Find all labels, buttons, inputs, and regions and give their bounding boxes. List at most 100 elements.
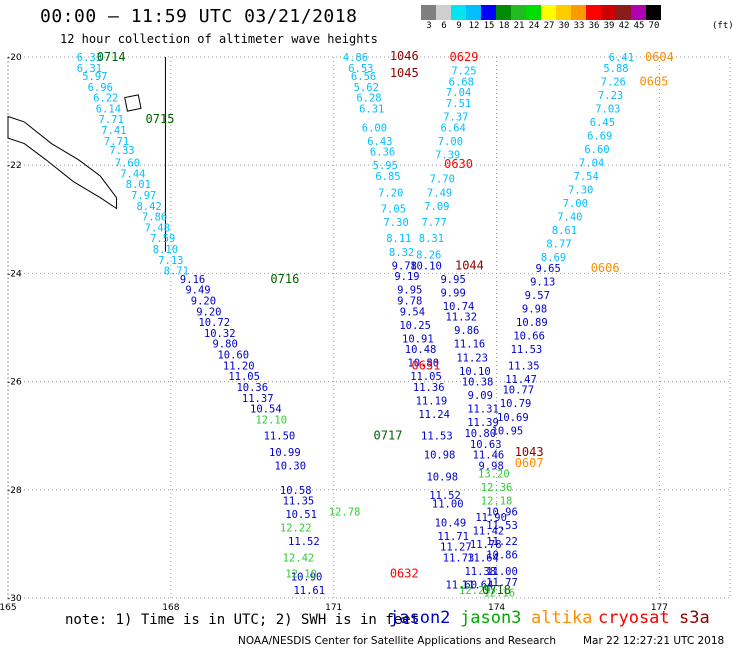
wave-height-value: 13.20 [478, 469, 510, 481]
wave-height-value: 10.51 [285, 509, 317, 521]
wave-height-value: 10.80 [464, 428, 496, 440]
wave-height-value: 11.52 [288, 536, 320, 548]
x-tick-label: 171 [325, 603, 342, 613]
wave-height-value: 9.16 [180, 274, 205, 286]
wave-height-value: 9.98 [478, 460, 503, 472]
wave-height-value: 9.13 [530, 277, 555, 289]
wave-height-value: 9.95 [397, 285, 422, 297]
colorbar-tick-label: 42 [618, 21, 630, 31]
wave-height-value: 6.85 [375, 171, 400, 183]
wave-height-value: 10.98 [424, 450, 456, 462]
pass-time-label: 1043 [515, 445, 544, 459]
wave-height-value: 9.86 [454, 325, 479, 337]
wave-height-value: 11.73 [443, 552, 475, 564]
colorbar-swatch [646, 5, 661, 20]
wave-height-value: 9.49 [185, 285, 210, 297]
wave-height-value: 6.96 [88, 82, 113, 94]
wave-height-value: 11.53 [421, 431, 453, 443]
colorbar-tick-label: 70 [648, 21, 660, 31]
pass-time-label: 0714 [97, 50, 126, 64]
wave-height-value: 6.69 [587, 130, 612, 142]
wave-height-value: 6.36 [370, 147, 395, 159]
wave-height-value: 9.57 [525, 290, 550, 302]
wave-height-value: 11.53 [486, 520, 518, 532]
wave-height-value: 11.16 [454, 339, 486, 351]
wave-height-value: 7.09 [424, 201, 449, 213]
wave-height-value: 11.78 [470, 539, 502, 551]
wave-height-value: 8.61 [552, 225, 577, 237]
wave-height-value: 9.20 [196, 306, 221, 318]
wave-height-value: 8.26 [416, 249, 441, 261]
wave-height-value: 6.56 [351, 71, 376, 83]
wave-height-value: 6.14 [96, 103, 121, 115]
wave-height-value: 11.39 [467, 417, 499, 429]
wave-height-value: 11.52 [429, 490, 461, 502]
wave-height-value: 9.99 [440, 287, 465, 299]
colorbar-tick-label: 24 [528, 21, 540, 31]
wave-height-value: 7.30 [383, 217, 408, 229]
colorbar-tick-label: 9 [456, 21, 462, 31]
wave-height-value: 11.24 [418, 409, 450, 421]
footer-note: note: 1) Time is in UTC; 2) SWH is in fe… [65, 612, 420, 628]
wave-height-value: 11.05 [228, 371, 260, 383]
legend-jason2: jason2 [389, 608, 451, 628]
wave-height-value: 9.54 [400, 306, 425, 318]
wave-height-value: 10.54 [250, 404, 282, 416]
credit-line: NOAA/NESDIS Center for Satellite Applica… [238, 635, 556, 647]
wave-height-value: 10.74 [443, 301, 475, 313]
wave-height-value: 7.37 [443, 112, 468, 124]
colorbar-tick-label: 36 [588, 21, 600, 31]
wave-height-value: 12.10 [255, 414, 287, 426]
wave-height-value: 11.36 [413, 382, 445, 394]
colorbar-swatch [526, 5, 541, 20]
wave-height-value: 11.42 [473, 525, 505, 537]
wave-height-value: 7.13 [158, 255, 183, 267]
pass-time-label: 0604 [645, 50, 674, 64]
wave-height-value: 10.58 [280, 485, 312, 497]
wave-height-value: 11.35 [283, 496, 315, 508]
wave-height-value: 7.54 [573, 171, 598, 183]
wave-height-value: 10.60 [217, 350, 249, 362]
wave-height-value: 12.18 [481, 496, 513, 508]
wave-height-value: 11.60 [445, 579, 477, 591]
wave-height-value: 7.40 [557, 212, 582, 224]
wave-height-value: 10.10 [410, 260, 442, 272]
wave-height-value: 11.64 [462, 579, 494, 591]
wave-height-value: 7.48 [145, 222, 170, 234]
pass-time-label: 1044 [455, 258, 484, 272]
pass-time-label: 1045 [390, 66, 419, 80]
wave-height-value: 10.63 [470, 439, 502, 451]
wave-height-value: 7.30 [568, 185, 593, 197]
wave-height-value: 7.70 [430, 174, 455, 186]
coastline-loyalty-islands [124, 94, 142, 112]
wave-height-value: 7.33 [109, 145, 134, 157]
wave-height-value: 7.71 [98, 114, 123, 126]
wave-height-value: 6.31 [77, 63, 102, 75]
wave-height-value: 7.44 [120, 168, 145, 180]
wave-height-value: 10.90 [291, 571, 323, 583]
wave-height-value: 10.91 [402, 333, 434, 345]
colorbar-swatch [511, 5, 526, 20]
wave-height-value: 8.71 [164, 266, 189, 278]
wave-height-value: 10.32 [204, 328, 236, 340]
colorbar-tick-label: 3 [426, 21, 432, 31]
pass-time-label: 0717 [374, 429, 403, 443]
wave-height-value: 10.99 [269, 447, 301, 459]
wave-height-value: 11.90 [475, 512, 507, 524]
wave-height-value: 11.64 [467, 552, 499, 564]
wave-height-value: 9.65 [535, 263, 560, 275]
wave-height-value: 9.80 [212, 339, 237, 351]
wave-height-value: 11.71 [437, 531, 469, 543]
wave-height-value: 8.11 [386, 233, 411, 245]
wave-height-value: 7.23 [598, 90, 623, 102]
y-tick-label: -22 [7, 161, 22, 171]
coastline-new-caledonia [7, 115, 118, 210]
colorbar-tick-label: 18 [498, 21, 510, 31]
wave-height-value: 7.04 [446, 87, 471, 99]
wave-height-value: 7.03 [595, 103, 620, 115]
pass-time-label: 0715 [146, 112, 175, 126]
colorbar-swatch [466, 5, 481, 20]
wave-height-value: 5.97 [82, 71, 107, 83]
wave-height-value: 9.78 [392, 260, 417, 272]
wave-height-value: 6.60 [584, 144, 609, 156]
